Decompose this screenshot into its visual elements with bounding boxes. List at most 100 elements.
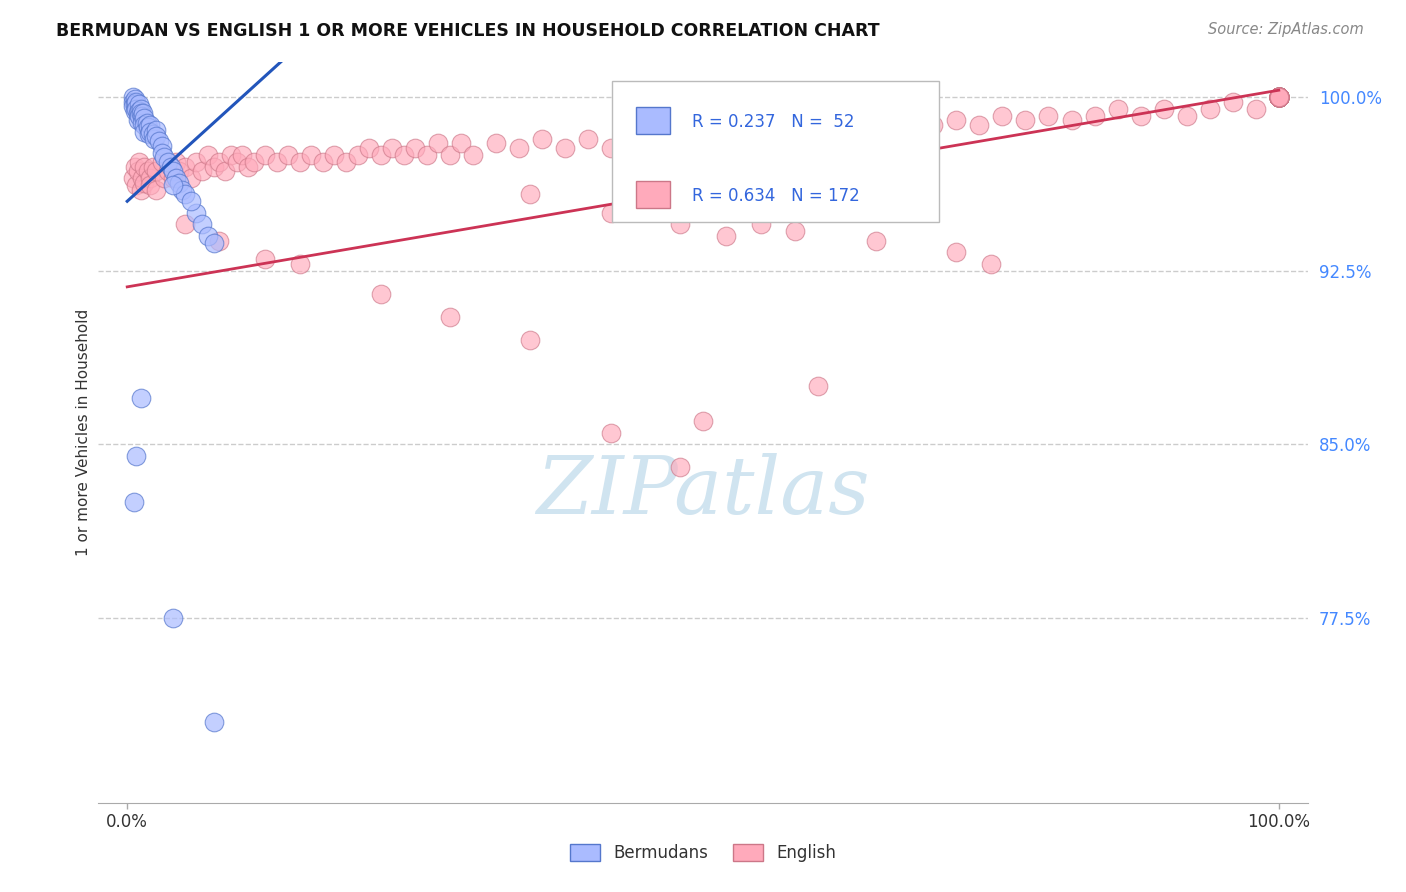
Point <box>122 99 145 113</box>
Point <box>1268 90 1291 104</box>
Point <box>785 224 807 238</box>
Point <box>129 106 152 120</box>
Point <box>148 134 170 148</box>
Point <box>139 178 162 192</box>
Point <box>127 113 149 128</box>
Point <box>150 145 173 160</box>
Point <box>162 178 184 192</box>
Point <box>124 97 146 112</box>
Point <box>1268 90 1291 104</box>
Point <box>599 206 621 220</box>
Point <box>173 187 195 202</box>
Point <box>530 132 553 146</box>
Point <box>1268 90 1291 104</box>
Point <box>165 171 187 186</box>
Point <box>370 286 392 301</box>
Point <box>1083 109 1105 123</box>
Point <box>131 115 153 129</box>
Point <box>153 171 176 186</box>
Point <box>219 148 242 162</box>
Point <box>160 160 183 174</box>
Point <box>807 125 830 139</box>
Point <box>139 118 162 132</box>
Point <box>277 148 299 162</box>
Point <box>162 610 184 624</box>
Point <box>128 97 150 112</box>
Point <box>669 218 692 232</box>
Point <box>1268 90 1291 104</box>
Y-axis label: 1 or more Vehicles in Household: 1 or more Vehicles in Household <box>76 309 91 557</box>
Point <box>167 176 190 190</box>
Point <box>346 148 368 162</box>
Point <box>1268 90 1291 104</box>
Point <box>1268 90 1291 104</box>
Point <box>1268 90 1291 104</box>
Point <box>865 234 887 248</box>
Point <box>127 164 149 178</box>
Point <box>1268 90 1291 104</box>
Point <box>134 118 156 132</box>
Point <box>1268 90 1291 104</box>
Point <box>208 155 231 169</box>
Point <box>404 141 426 155</box>
Point <box>125 95 148 109</box>
Point <box>381 141 404 155</box>
Point <box>145 129 167 144</box>
Point <box>129 183 152 197</box>
Point <box>135 115 157 129</box>
Point <box>197 148 219 162</box>
Text: R = 0.237   N =  52: R = 0.237 N = 52 <box>692 113 855 131</box>
Point <box>1268 90 1291 104</box>
Point <box>125 178 148 192</box>
Point <box>980 257 1002 271</box>
Point <box>1268 90 1291 104</box>
Point <box>945 113 967 128</box>
Point <box>134 111 156 125</box>
Point <box>125 102 148 116</box>
Point <box>738 125 761 139</box>
Point <box>1268 90 1291 104</box>
Point <box>1268 90 1291 104</box>
Point <box>122 90 145 104</box>
Point <box>167 164 190 178</box>
Point <box>1014 113 1036 128</box>
Point <box>145 122 167 136</box>
Point <box>186 206 208 220</box>
Point <box>128 155 150 169</box>
Point <box>599 425 621 440</box>
Point <box>243 155 266 169</box>
Point <box>312 155 335 169</box>
Point <box>153 150 176 164</box>
Point <box>439 148 461 162</box>
Point <box>139 125 162 139</box>
Point <box>991 109 1014 123</box>
Point <box>202 714 225 729</box>
Point <box>128 103 150 118</box>
Point <box>131 109 153 123</box>
Point <box>1268 90 1291 104</box>
Legend: Bermudans, English: Bermudans, English <box>564 837 842 869</box>
Point <box>156 164 179 178</box>
Point <box>145 164 167 178</box>
Point <box>1268 90 1291 104</box>
Point <box>1268 90 1291 104</box>
Point <box>669 460 692 475</box>
Point <box>134 125 156 139</box>
Point <box>945 245 967 260</box>
Point <box>134 176 156 190</box>
Point <box>191 218 214 232</box>
Point <box>450 136 472 151</box>
Point <box>124 103 146 118</box>
Point <box>1268 90 1291 104</box>
Point <box>922 118 945 132</box>
Point <box>214 164 236 178</box>
Point <box>1268 90 1291 104</box>
Point <box>1268 90 1291 104</box>
FancyBboxPatch shape <box>613 81 939 221</box>
Point <box>202 160 225 174</box>
Point <box>669 132 692 146</box>
Point <box>335 155 357 169</box>
Point <box>1268 90 1291 104</box>
Point <box>124 92 146 106</box>
Point <box>519 333 541 347</box>
